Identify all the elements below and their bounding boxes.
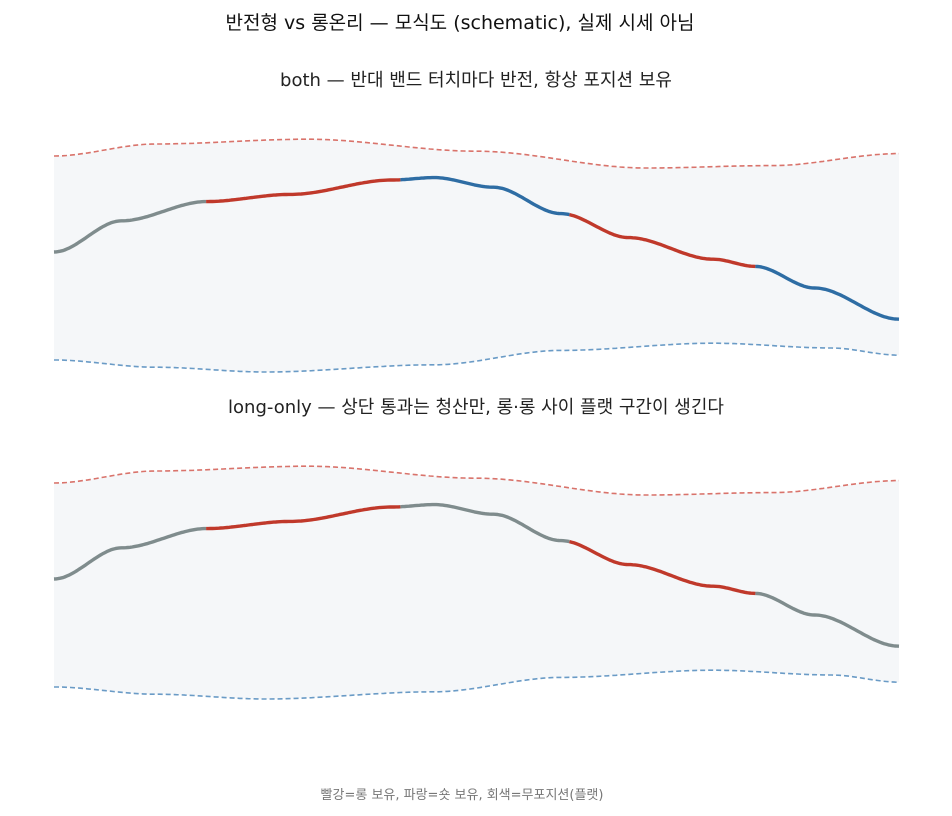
chart-title: 반전형 vs 롱온리 — 모식도 (schematic), 실제 시세 아님 <box>225 12 695 34</box>
price-segment-long <box>206 505 401 531</box>
price-segment-flat <box>755 591 900 648</box>
price-segment-short <box>400 175 570 217</box>
lower-band-line <box>54 669 900 700</box>
price-segment-flat <box>400 502 570 544</box>
chart-long-only <box>53 465 900 700</box>
chart-both <box>53 138 900 373</box>
band-fill <box>54 139 899 372</box>
lower-band-line <box>54 342 900 373</box>
upper-band-line <box>53 138 899 169</box>
price-segment-long <box>206 178 401 204</box>
subtitle-both: both — 반대 밴드 터치마다 반전, 항상 포지션 보유 <box>280 70 672 91</box>
upper-band-line <box>53 465 899 496</box>
price-segment-flat <box>53 199 207 254</box>
band-fill <box>54 466 899 699</box>
legend-caption: 빨강=롱 보유, 파랑=숏 보유, 회색=무포지션(플랫) <box>320 788 604 803</box>
price-segment-flat <box>53 526 207 581</box>
price-segment-short <box>755 264 900 321</box>
price-segment-long <box>569 212 756 269</box>
subtitle-long-only: long-only — 상단 통과는 청산만, 롱·롱 사이 플랫 구간이 생긴… <box>228 397 724 418</box>
price-segment-long <box>569 539 756 596</box>
